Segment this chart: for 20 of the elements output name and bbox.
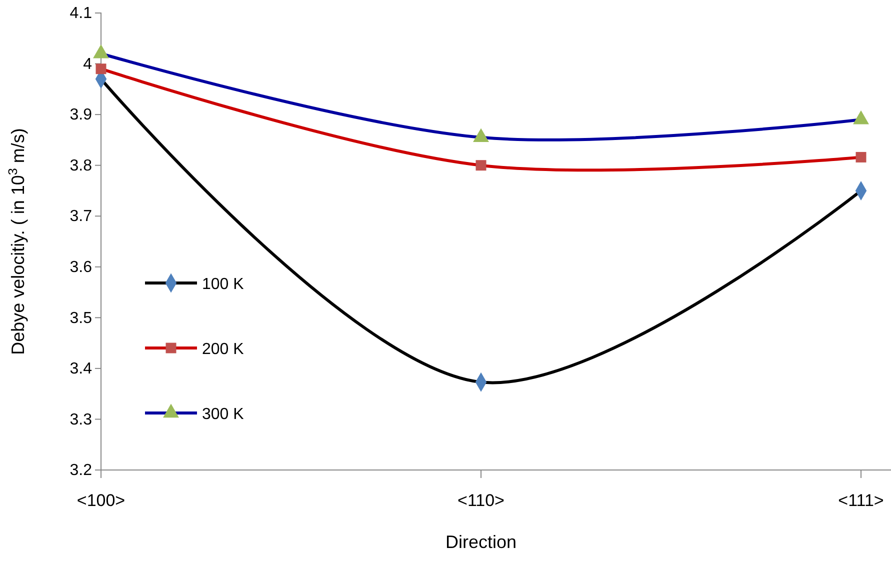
y-tick-label: 3.6 <box>70 259 92 276</box>
y-tick-label: 3.8 <box>70 157 92 174</box>
point <box>96 64 106 74</box>
y-tick-label: 3.4 <box>70 360 92 378</box>
legend-label: 200 K <box>202 341 244 358</box>
x-tick-label: <111> <box>838 491 884 510</box>
y-tick-label: 4 <box>83 56 92 73</box>
point <box>856 152 866 162</box>
legend-label: 100 K <box>202 276 244 293</box>
y-tick-label: 3.3 <box>70 411 92 428</box>
x-tick-label: <110> <box>458 491 505 510</box>
y-tick-label: 3.7 <box>70 208 92 226</box>
y-tick-label: 4.1 <box>70 5 92 22</box>
point <box>476 160 486 171</box>
x-axis-title: Direction <box>445 532 517 552</box>
y-tick-label: 3.2 <box>70 462 92 480</box>
x-tick-label: <100> <box>76 491 126 510</box>
y-tick-label: 3.9 <box>70 106 92 124</box>
legend-label: 300 K <box>202 406 244 423</box>
y-tick-label: 3.5 <box>70 310 92 327</box>
